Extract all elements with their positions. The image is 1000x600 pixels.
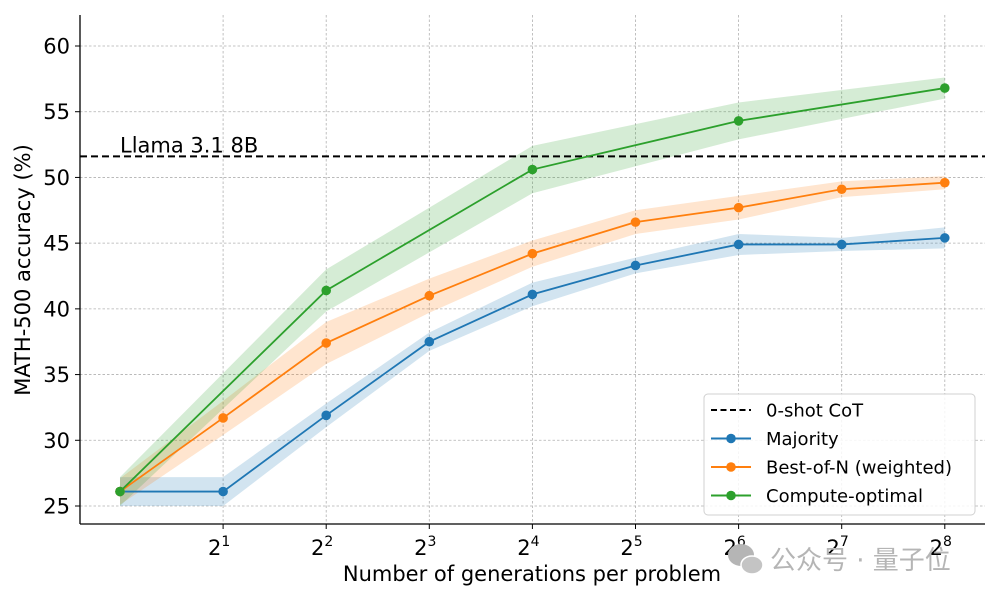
marker-compute-optimal: [940, 83, 950, 93]
marker-majority: [940, 233, 950, 243]
marker-best-of-n-weighted-: [940, 177, 950, 188]
legend-label: Compute-optimal: [766, 486, 923, 507]
x-ticks: 21 22 23 24 25 26 27 28: [208, 524, 952, 560]
legend-marker: [726, 490, 736, 501]
y-tick-label: 50: [43, 166, 70, 190]
marker-compute-optimal: [321, 285, 332, 296]
x-tick-label: 25: [620, 534, 642, 560]
y-tick-label: 30: [43, 429, 70, 453]
marker-majority: [630, 260, 641, 271]
marker-best-of-n-weighted-: [424, 290, 435, 301]
marker-majority: [836, 239, 847, 250]
marker-majority: [733, 239, 744, 250]
x-tick-label: 24: [517, 534, 539, 560]
marker-compute-optimal: [527, 164, 538, 175]
marker-majority: [321, 410, 332, 421]
series-lines: [115, 83, 950, 497]
legend-frame: [703, 393, 976, 516]
marker-majority: [218, 486, 228, 497]
confidence-bands: [120, 77, 945, 507]
legend-label: Best-of-N (weighted): [766, 458, 952, 479]
legend-marker: [726, 462, 736, 472]
y-axis-label: MATH-500 accuracy (%): [11, 144, 35, 396]
marker-best-of-n-weighted-: [836, 184, 847, 195]
legend-item-0-shot-cot: 0-shot CoT: [711, 401, 864, 422]
y-tick-label: 25: [43, 495, 70, 519]
marker-best-of-n-weighted-: [321, 338, 332, 348]
marker-compute-optimal: [115, 486, 125, 497]
band-majority: [120, 227, 945, 506]
legend-item-best-of-n-weighted-: Best-of-N (weighted): [711, 458, 952, 479]
marker-best-of-n-weighted-: [630, 217, 641, 227]
y-tick-label: 35: [43, 363, 70, 387]
y-ticks: 25 30 35 40 45 50 55 60: [43, 35, 80, 519]
y-tick-label: 45: [43, 232, 70, 256]
watermark: 公众号 · 量子位: [728, 544, 951, 576]
marker-best-of-n-weighted-: [733, 202, 744, 213]
x-tick-label: 28: [930, 534, 952, 560]
band-best-of-n-weighted-: [120, 176, 945, 505]
y-tick-label: 55: [43, 100, 70, 124]
reference-annotation: Llama 3.1 8B: [120, 133, 258, 157]
y-tick-label: 60: [43, 35, 70, 59]
marker-majority: [424, 336, 435, 347]
legend-item-compute-optimal: Compute-optimal: [711, 486, 923, 507]
x-tick-label: 22: [311, 534, 333, 560]
marker-compute-optimal: [733, 116, 744, 126]
marker-majority: [527, 289, 538, 300]
legend-item-majority: Majority: [711, 429, 839, 450]
wechat-icon: [728, 544, 764, 575]
x-tick-label: 27: [827, 534, 849, 560]
band-compute-optimal: [120, 77, 945, 507]
x-tick-label: 21: [208, 534, 230, 560]
legend: 0-shot CoT Majority Best-of-N (weighted) Co…: [703, 393, 976, 516]
legend-label: 0-shot CoT: [766, 401, 864, 422]
legend-marker: [726, 433, 736, 444]
marker-best-of-n-weighted-: [527, 248, 538, 259]
x-tick-label: 23: [414, 534, 436, 560]
marker-best-of-n-weighted-: [218, 413, 228, 423]
x-axis-label: Number of generations per problem: [343, 562, 721, 586]
legend-label: Majority: [766, 429, 839, 450]
y-tick-label: 40: [43, 297, 70, 321]
watermark-text: 公众号 · 量子位: [770, 546, 951, 576]
